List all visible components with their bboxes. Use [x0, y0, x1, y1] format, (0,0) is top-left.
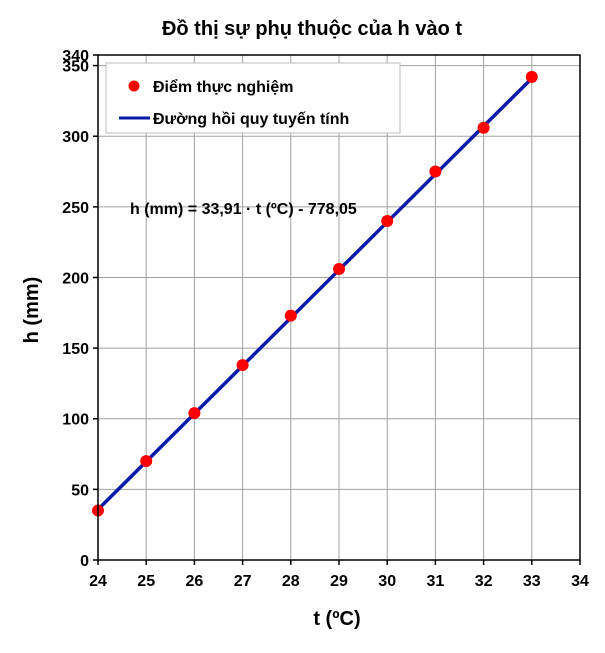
- x-tick-label: 34: [571, 573, 589, 590]
- legend-box: [105, 62, 401, 134]
- y-tick-label: 300: [62, 129, 89, 146]
- data-point: [188, 407, 201, 420]
- marks: [92, 70, 538, 517]
- y-tick-label: 150: [62, 341, 89, 358]
- legend-marker-scatter: [128, 80, 140, 92]
- axes: 24 25 26 27 28 29 30 31 32 33 34050100150200250300…: [62, 48, 589, 590]
- plot-frame: [97, 54, 581, 561]
- legend: Điểm thực nghiệm Đường hồi quy tuyến tín…: [105, 62, 401, 134]
- x-tick-label: 29: [330, 573, 348, 590]
- y-tick-label: 0: [80, 553, 89, 570]
- regression-line: [96, 77, 534, 511]
- chart-title: Đồ thị sự phụ thuộc của h vào t: [162, 18, 462, 40]
- y-tick-label: 250: [62, 200, 89, 217]
- x-tick-label: 28: [282, 573, 300, 590]
- x-tick-label: 27: [234, 573, 252, 590]
- y-tick-label: 100: [62, 412, 89, 429]
- y-tick-label: 200: [62, 270, 89, 287]
- regression-equation: h (mm) = 33,91 · t (ºC) - 778,05: [130, 201, 357, 218]
- y-tick-label: 50: [71, 482, 89, 499]
- y-tick-label: 340: [62, 48, 89, 65]
- legend-label-scatter: Điểm thực nghiệm: [153, 78, 294, 96]
- data-point: [333, 263, 345, 276]
- data-point: [284, 309, 297, 322]
- data-point: [236, 359, 249, 372]
- x-tick-label: 24: [89, 573, 107, 590]
- x-tick-label: 25: [137, 573, 155, 590]
- data-point: [477, 121, 490, 134]
- legend-label-line: Đường hồi quy tuyến tính: [153, 111, 349, 128]
- x-tick-label: 30: [378, 573, 396, 590]
- x-tick-label: 32: [475, 573, 493, 590]
- y-tick-label: 350: [62, 59, 89, 76]
- x-tick-label: 31: [427, 573, 445, 590]
- data-point: [381, 214, 394, 227]
- data-point: [525, 70, 538, 83]
- x-tick-label: 33: [523, 573, 541, 590]
- y-axis-label: h (mm): [21, 277, 43, 344]
- x-axis-label: t (ºC): [313, 608, 360, 630]
- x-tick-label: 26: [186, 573, 204, 590]
- data-point: [429, 165, 442, 178]
- data-point: [140, 455, 153, 468]
